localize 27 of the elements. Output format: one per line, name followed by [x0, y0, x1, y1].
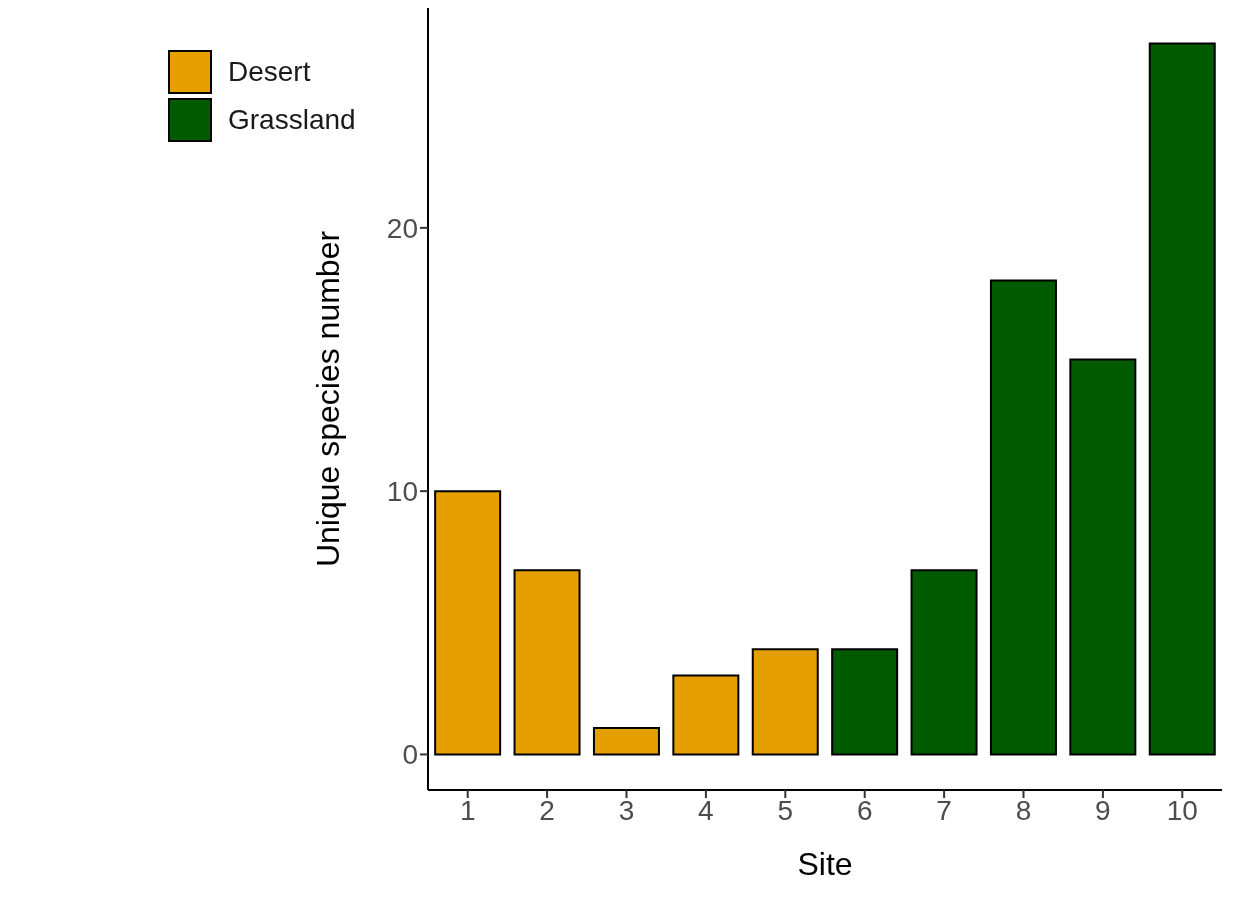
- bar: [831, 648, 899, 756]
- bar: [513, 569, 581, 756]
- x-tick-label: 5: [777, 794, 794, 826]
- y-tick-label: 10: [386, 476, 418, 508]
- x-tick-label: 6: [856, 794, 873, 826]
- bar: [1069, 358, 1137, 756]
- y-tick-label: 20: [386, 212, 418, 244]
- bar: [910, 569, 978, 756]
- bar: [751, 648, 819, 756]
- bar: [672, 674, 740, 756]
- y-axis-title: Unique species number: [310, 230, 347, 568]
- x-axis-title: Site: [797, 846, 853, 882]
- x-tick-label: 4: [698, 794, 714, 826]
- y-tick-label: 0: [402, 739, 418, 771]
- x-tick-label: 7: [936, 794, 952, 826]
- legend-label: Desert: [228, 56, 311, 88]
- bar: [989, 279, 1057, 756]
- bar: [592, 727, 660, 756]
- x-tick-label: 8: [1015, 794, 1032, 826]
- bar: [434, 490, 502, 756]
- x-tick-label: 9: [1095, 794, 1111, 826]
- x-tick-label: 2: [539, 794, 555, 826]
- x-tick-label: 1: [459, 794, 476, 826]
- x-tick-label: 10: [1166, 794, 1198, 826]
- x-tick-label: 3: [618, 794, 635, 826]
- legend-label: Grassland: [228, 104, 356, 136]
- bar: [1148, 42, 1216, 756]
